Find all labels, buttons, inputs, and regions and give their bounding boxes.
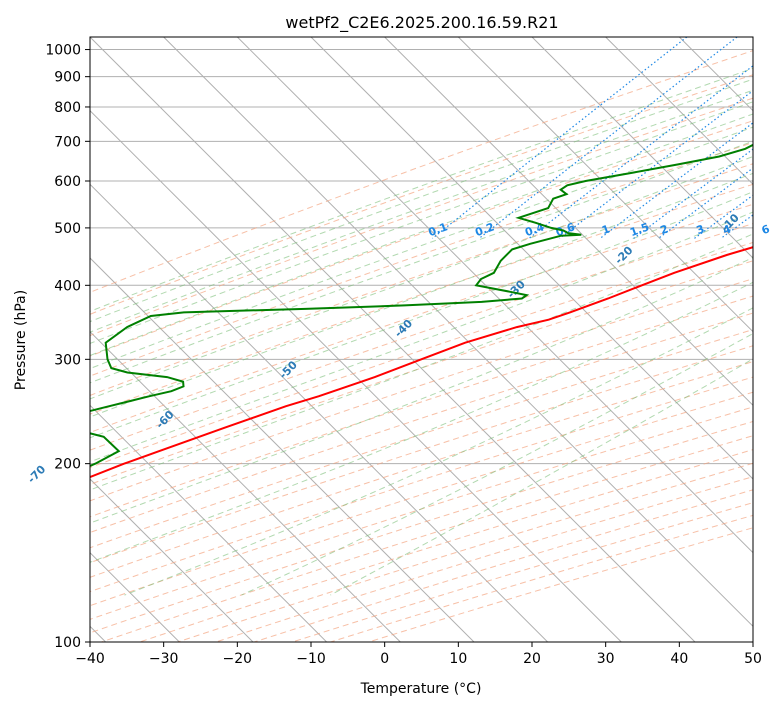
isotherm-line <box>531 37 753 259</box>
dry-adiabat <box>90 391 753 607</box>
x-tick-label: 10 <box>449 651 467 667</box>
y-tick-label: 400 <box>54 278 81 294</box>
isotherm-line <box>236 37 753 554</box>
y-tick-label: 600 <box>54 174 81 190</box>
moist-adiabat <box>90 191 753 439</box>
x-tick-label: 50 <box>744 651 762 667</box>
isotherm-line <box>90 404 328 642</box>
isotherm-line <box>163 37 753 628</box>
y-axis-label: Pressure (hPa) <box>13 290 29 390</box>
plot-area: 0.10.20.40.611.52346810131620253036-100-… <box>25 36 772 643</box>
mixing-ratio-line <box>478 37 738 239</box>
x-axis-label: Temperature (°C) <box>360 681 482 697</box>
mixing-ratio-label: 3 <box>695 222 707 237</box>
mixing-ratio-label: 4 <box>721 222 733 237</box>
mixing-ratio-line <box>658 167 753 239</box>
isotherm-line <box>605 37 753 186</box>
y-tick-label: 300 <box>54 352 81 368</box>
dry-adiabat <box>90 142 753 377</box>
isotherm-line <box>384 37 753 407</box>
mixing-ratio-label: 6 <box>760 222 772 237</box>
mixing-ratio-lines <box>432 37 753 239</box>
mixing-ratio-label: 2 <box>658 222 670 237</box>
temperature-profile <box>90 246 753 479</box>
y-axis: 100 200 300 400 500 600 700 800 900 1000 <box>45 43 90 651</box>
dry-adiabat <box>90 223 753 451</box>
mixing-ratio-label: 0.2 <box>473 220 496 239</box>
isotherm-line <box>90 330 401 642</box>
moist-adiabat <box>90 233 753 491</box>
moist-adiabat <box>90 126 753 370</box>
y-tick-label: 800 <box>54 100 81 116</box>
isotherm-line <box>90 109 622 642</box>
y-tick-label: 900 <box>54 70 81 86</box>
moist-adiabat <box>90 78 753 323</box>
chart-title: wetPf2_C2E6.2025.200.16.59.R21 <box>285 13 558 33</box>
skewed-isotherms <box>90 37 753 642</box>
isotherm-line <box>90 37 696 642</box>
x-tick-label: 30 <box>597 651 615 667</box>
mixing-ratio-label: 1 <box>600 222 612 237</box>
isotherm-line <box>457 37 753 333</box>
x-tick-label: 0 <box>380 651 389 667</box>
y-tick-label: 700 <box>54 134 81 150</box>
x-axis: −40 −30 −20 −10 0 10 20 30 40 50 <box>75 642 762 667</box>
isotherm-line <box>90 183 549 642</box>
mixing-ratio-label: 1.5 <box>628 220 651 239</box>
moist-adiabat <box>90 67 753 312</box>
dry-adiabat <box>90 74 753 315</box>
dry-adiabat <box>90 260 753 485</box>
moist-adiabat <box>124 307 753 596</box>
mixing-ratio-line <box>559 89 753 239</box>
y-tick-label: 100 <box>54 635 81 651</box>
moist-adiabats <box>90 67 753 596</box>
x-tick-label: 20 <box>523 651 541 667</box>
isotherm-line <box>310 37 753 480</box>
x-tick-label: −20 <box>223 651 253 667</box>
dry-adiabat <box>90 163 753 396</box>
dry-adiabat <box>90 50 753 293</box>
plot-frame <box>89 36 754 643</box>
dry-adiabat <box>90 329 753 549</box>
dry-adiabat <box>90 183 753 415</box>
dry-adiabat <box>90 312 753 534</box>
x-tick-label: 40 <box>670 651 688 667</box>
profile-series <box>90 143 753 479</box>
y-tick-label: 500 <box>54 221 81 237</box>
dry-adiabat <box>90 120 753 357</box>
dry-adiabat <box>90 97 753 337</box>
dewpoint-profile <box>90 143 753 468</box>
moist-adiabat <box>90 281 753 563</box>
dry-adiabats <box>90 50 753 642</box>
x-tick-label: −30 <box>149 651 179 667</box>
moist-adiabat <box>90 172 753 418</box>
dry-adiabat <box>90 278 753 502</box>
x-tick-label: −40 <box>75 651 105 667</box>
isotherm-line <box>90 257 475 642</box>
moist-adiabat <box>330 358 753 596</box>
mixing-ratio-label: 0.1 <box>427 220 450 239</box>
y-tick-label: 1000 <box>45 43 81 59</box>
x-tick-label: −10 <box>296 651 326 667</box>
y-tick-label: 200 <box>54 457 81 473</box>
moist-adiabat <box>90 113 753 357</box>
